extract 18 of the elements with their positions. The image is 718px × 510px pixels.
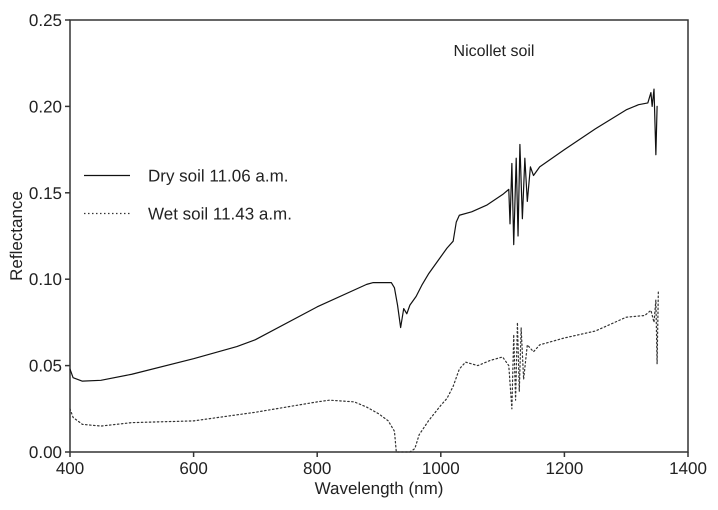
x-axis-title: Wavelength (nm) bbox=[314, 479, 444, 498]
y-tick-label: 0.25 bbox=[28, 10, 62, 30]
legend-label: Wet soil 11.43 a.m. bbox=[148, 204, 292, 224]
x-tick-label: 1000 bbox=[422, 459, 460, 478]
y-axis-title: Reflectance bbox=[7, 191, 26, 281]
y-tick-label: 0.20 bbox=[28, 97, 62, 116]
x-tick-label: 400 bbox=[56, 459, 84, 478]
y-tick-label: 0.00 bbox=[28, 442, 62, 462]
x-tick-label: 800 bbox=[303, 459, 332, 478]
y-tick-label: 0.10 bbox=[28, 270, 62, 290]
y-tick-label: 0.15 bbox=[28, 184, 62, 203]
x-tick-label: 600 bbox=[179, 459, 208, 478]
x-tick-label: 1400 bbox=[669, 459, 707, 478]
x-tick-label: 1200 bbox=[545, 459, 584, 478]
annotation: Nicollet soil bbox=[454, 43, 534, 60]
line-series bbox=[69, 88, 658, 382]
y-tick-label: 0.05 bbox=[28, 356, 62, 376]
legend-label: Dry soil 11.06 a.m. bbox=[148, 166, 288, 186]
